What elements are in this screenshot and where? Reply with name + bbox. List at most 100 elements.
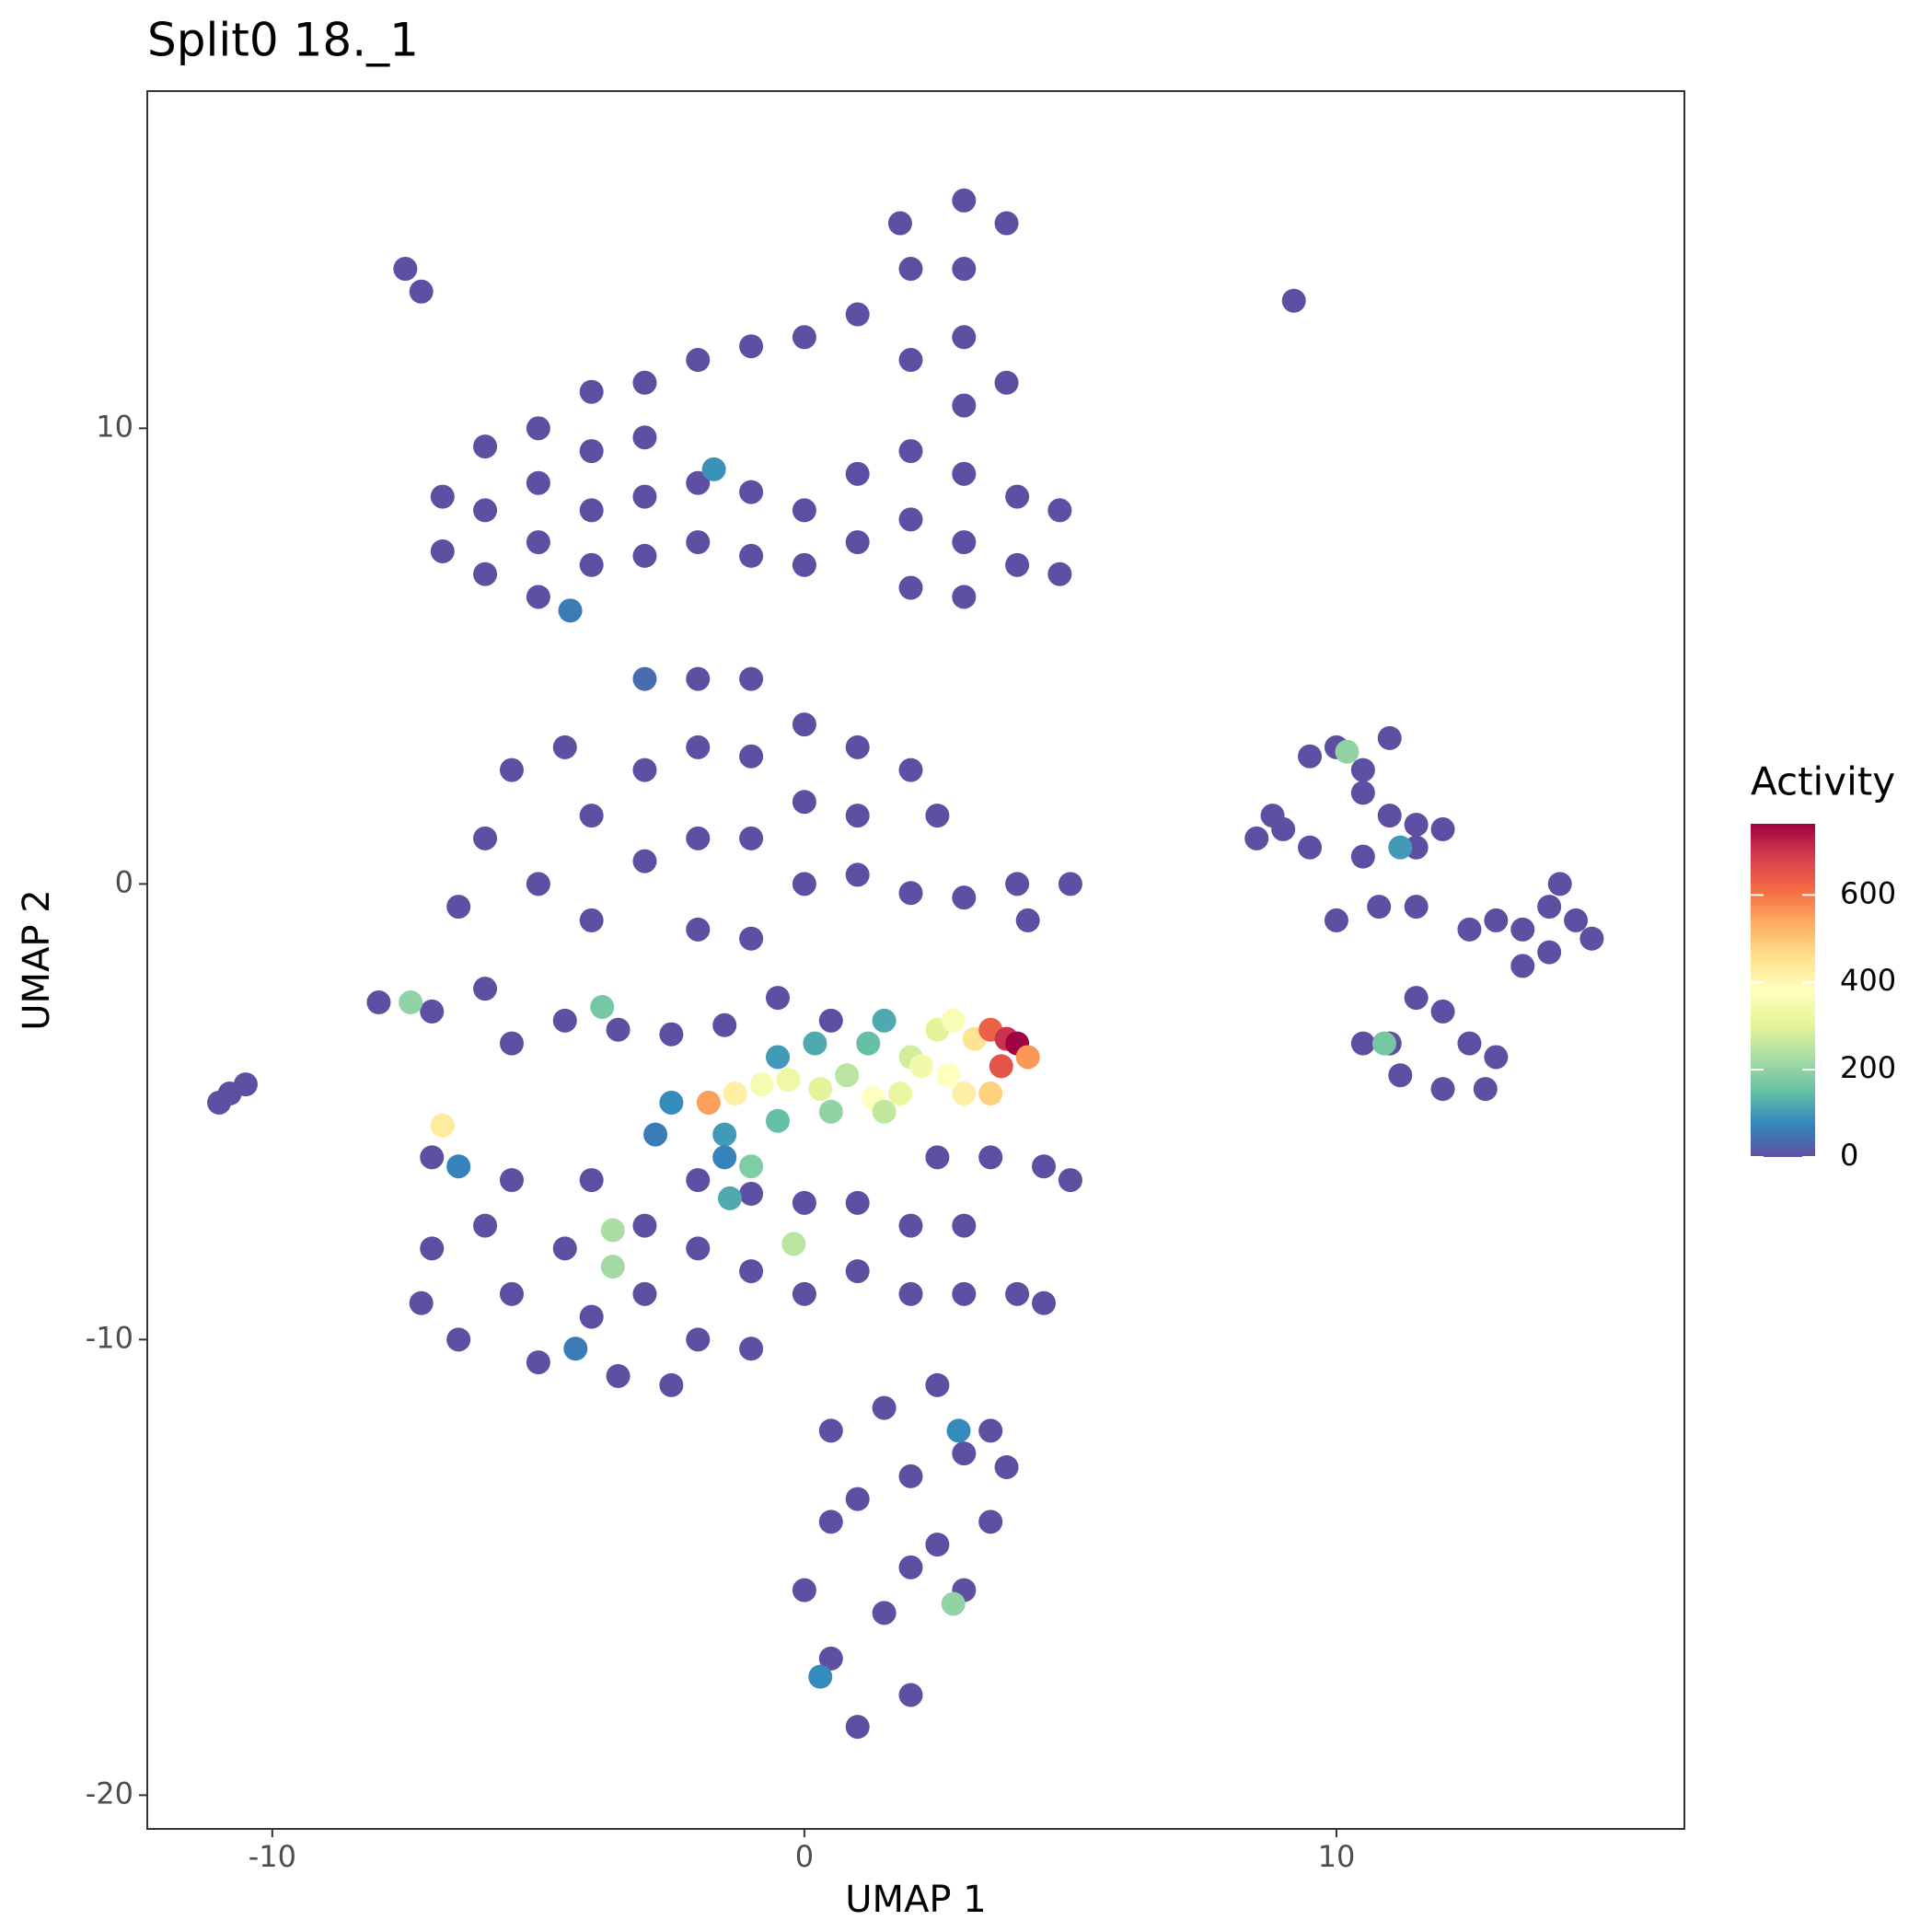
point xyxy=(1324,908,1348,932)
point xyxy=(898,1555,923,1579)
point xyxy=(898,1213,923,1238)
point xyxy=(600,1255,625,1279)
point xyxy=(632,1281,657,1306)
point xyxy=(1032,1290,1057,1315)
point xyxy=(526,470,550,495)
point xyxy=(792,552,816,577)
point xyxy=(925,1533,950,1557)
point xyxy=(818,1099,843,1124)
point xyxy=(632,758,657,782)
point xyxy=(526,584,550,609)
point xyxy=(898,881,923,906)
point xyxy=(1350,781,1375,805)
point xyxy=(686,1236,711,1261)
point xyxy=(739,1259,764,1284)
point xyxy=(600,1218,625,1243)
point xyxy=(552,1236,577,1261)
point xyxy=(898,758,923,782)
point xyxy=(1388,835,1413,860)
point xyxy=(792,498,816,523)
point xyxy=(659,1090,684,1115)
point xyxy=(1510,917,1535,942)
point xyxy=(420,1145,445,1170)
point xyxy=(898,348,923,373)
point xyxy=(739,826,764,850)
point xyxy=(1058,1168,1082,1193)
point xyxy=(430,538,455,563)
point xyxy=(739,480,764,504)
point xyxy=(1298,744,1323,769)
point xyxy=(887,1082,912,1106)
point xyxy=(792,790,816,815)
point xyxy=(978,1418,1003,1443)
point xyxy=(499,1168,524,1193)
point xyxy=(941,1591,966,1616)
point xyxy=(1404,895,1429,920)
point xyxy=(1005,484,1030,509)
point xyxy=(632,849,657,873)
chart-title: Split0 18._1 xyxy=(147,14,419,67)
point xyxy=(765,986,790,1011)
point xyxy=(935,1063,960,1088)
point xyxy=(952,325,977,350)
point xyxy=(526,872,550,897)
point xyxy=(872,1395,897,1420)
point xyxy=(739,666,764,691)
point xyxy=(898,1281,923,1306)
point xyxy=(393,257,418,282)
point xyxy=(952,530,977,555)
point xyxy=(526,1350,550,1375)
point xyxy=(1564,908,1589,932)
point xyxy=(739,744,764,769)
point xyxy=(952,885,977,910)
point xyxy=(579,804,604,828)
point xyxy=(925,1145,950,1170)
point xyxy=(563,1336,588,1361)
point xyxy=(606,1363,631,1388)
point xyxy=(366,990,391,1015)
point xyxy=(579,1304,604,1329)
point xyxy=(1047,498,1072,523)
point xyxy=(1430,1077,1455,1102)
point xyxy=(1298,835,1323,860)
point xyxy=(499,1031,524,1056)
point xyxy=(978,1082,1003,1106)
point xyxy=(430,484,455,509)
point xyxy=(1457,917,1482,942)
point xyxy=(925,1372,950,1397)
point xyxy=(1058,872,1082,897)
point xyxy=(579,552,604,577)
point xyxy=(1260,804,1285,828)
point xyxy=(898,507,923,532)
x-tick-label: 0 xyxy=(795,1839,814,1874)
point xyxy=(632,425,657,450)
point xyxy=(845,804,870,828)
point xyxy=(925,804,950,828)
point xyxy=(1367,895,1392,920)
point xyxy=(1510,954,1535,978)
point xyxy=(420,999,445,1024)
point xyxy=(632,543,657,568)
point xyxy=(872,1601,897,1625)
y-tick-label: 10 xyxy=(96,409,133,444)
point xyxy=(686,1327,711,1352)
point xyxy=(526,530,550,555)
point xyxy=(558,598,583,623)
point xyxy=(446,1154,471,1179)
point xyxy=(1484,1045,1509,1070)
point xyxy=(792,325,816,350)
colorbar xyxy=(1751,824,1815,1157)
point xyxy=(946,1418,971,1443)
point xyxy=(776,1068,801,1093)
point xyxy=(1404,812,1429,837)
point xyxy=(952,1213,977,1238)
point xyxy=(845,862,870,887)
point xyxy=(994,370,1019,395)
point xyxy=(686,826,711,850)
point xyxy=(473,1213,498,1238)
point xyxy=(818,1510,843,1534)
point xyxy=(399,990,423,1015)
point xyxy=(765,1045,790,1070)
point xyxy=(526,416,550,441)
points xyxy=(207,188,1604,1740)
